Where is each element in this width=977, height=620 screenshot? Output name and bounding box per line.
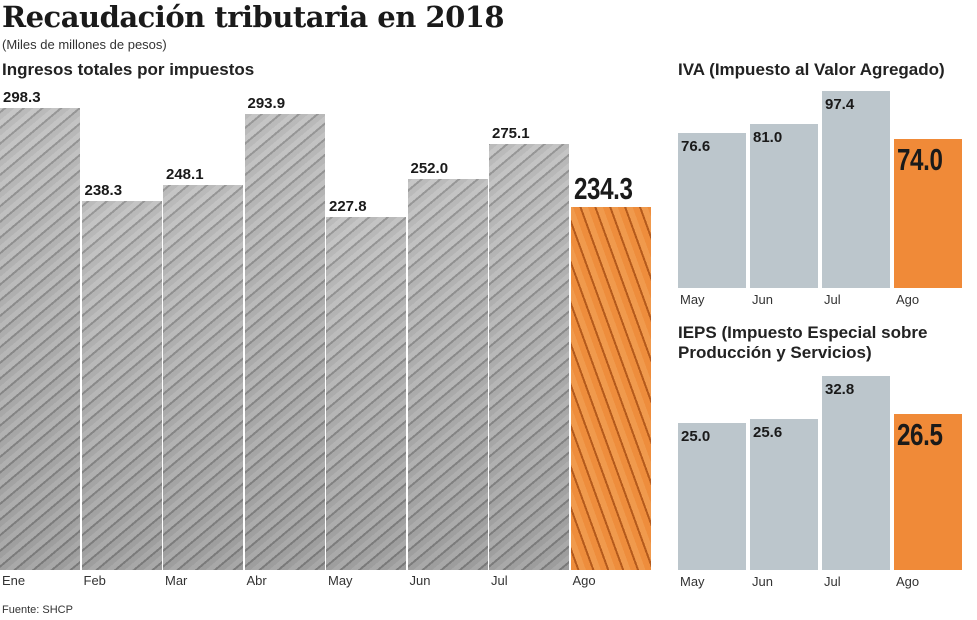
data-label: 227.8: [329, 197, 367, 215]
data-label: 81.0: [753, 129, 783, 147]
bar-may: [678, 422, 746, 570]
x-tick-label: Feb: [83, 573, 106, 588]
x-tick-label: Ago: [896, 292, 920, 307]
x-tick-label: Jul: [824, 292, 841, 307]
data-label: 74.0: [897, 141, 943, 177]
chart-title: Recaudación tributaria en 2018: [2, 0, 505, 34]
bar-jun: [750, 418, 818, 570]
iva-chart-title: IVA (Impuesto al Valor Agregado): [678, 60, 945, 79]
data-label: 234.3: [573, 170, 633, 206]
bar-jul: [489, 143, 569, 570]
data-label: 97.4: [825, 96, 855, 114]
x-tick-label: May: [680, 292, 705, 307]
x-tick-label: Jul: [824, 574, 841, 589]
bar-feb: [81, 200, 162, 570]
source-note: Fuente: SHCP: [2, 604, 73, 616]
data-label: 275.1: [492, 124, 530, 142]
bar-may: [326, 216, 406, 570]
bar-jul: [822, 91, 890, 288]
data-label: 76.6: [681, 138, 711, 156]
bar-ago: [894, 413, 962, 570]
x-tick-label: Ago: [572, 573, 596, 588]
chart-subtitle: (Miles de millones de pesos): [2, 37, 167, 52]
data-label: 25.6: [753, 423, 783, 441]
x-tick-label: Ene: [2, 573, 26, 588]
bar-may: [678, 133, 746, 288]
bar-abr: [244, 114, 325, 570]
data-label: 248.1: [166, 166, 204, 184]
data-label: 26.5: [897, 416, 943, 452]
x-tick-label: Mar: [165, 573, 188, 588]
x-tick-label: May: [680, 574, 705, 589]
x-tick-label: May: [328, 573, 353, 588]
data-label: 252.0: [410, 160, 449, 178]
data-label: 293.9: [247, 95, 286, 113]
bar-jul: [822, 376, 890, 570]
bar-jun: [407, 179, 488, 570]
data-label: 32.8: [825, 381, 855, 399]
bar-ene: [0, 107, 80, 570]
x-tick-label: Abr: [246, 573, 267, 588]
data-label: 298.3: [3, 88, 41, 106]
x-tick-label: Jun: [752, 292, 773, 307]
x-tick-label: Jun: [409, 573, 431, 588]
data-label: 25.0: [681, 427, 711, 445]
x-tick-label: Jun: [752, 574, 773, 589]
bar-ago: [570, 206, 651, 570]
main-chart-title: Ingresos totales por impuestos: [2, 60, 255, 79]
x-tick-label: Jul: [491, 573, 508, 588]
bar-ago: [894, 138, 962, 288]
x-tick-label: Ago: [896, 574, 920, 589]
data-label: 238.3: [84, 181, 123, 199]
ieps-chart-title: IEPS (Impuesto Especial sobre Producción…: [678, 323, 928, 362]
bar-jun: [750, 124, 818, 288]
bar-mar: [163, 185, 243, 570]
